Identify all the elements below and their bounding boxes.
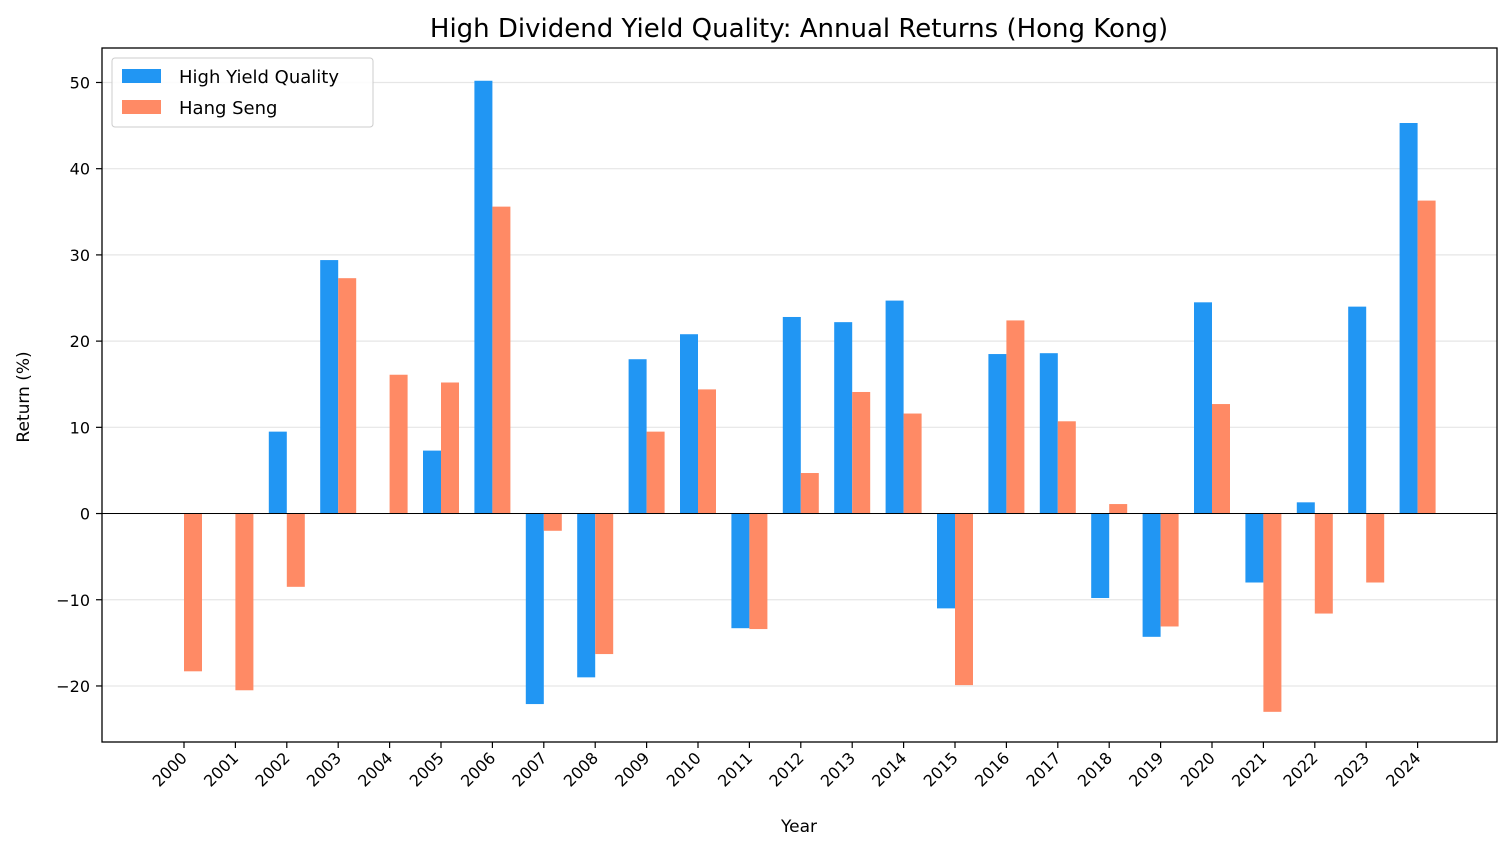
x-tick-label: 2004 bbox=[354, 748, 396, 790]
bar bbox=[389, 374, 408, 514]
bar bbox=[1314, 513, 1333, 614]
x-tick-label: 2016 bbox=[971, 748, 1013, 790]
bar bbox=[1263, 513, 1282, 712]
bar bbox=[492, 206, 511, 514]
x-axis-title: Year bbox=[780, 817, 817, 837]
bars bbox=[184, 80, 1436, 712]
y-tick-label: 20 bbox=[70, 332, 90, 351]
x-tick-label: 2023 bbox=[1331, 748, 1373, 790]
legend-swatch-hang-seng bbox=[122, 100, 161, 114]
bar bbox=[268, 431, 287, 514]
bar bbox=[1194, 302, 1212, 514]
x-tick-label: 2020 bbox=[1177, 748, 1219, 790]
bar bbox=[731, 513, 750, 629]
y-tick-label: 30 bbox=[70, 246, 90, 265]
bar bbox=[903, 413, 922, 514]
bar bbox=[698, 389, 716, 514]
x-tick-label: 2000 bbox=[149, 748, 191, 790]
x-tick-label: 2006 bbox=[457, 748, 499, 790]
bar bbox=[474, 80, 493, 514]
bar bbox=[1039, 353, 1058, 514]
bar bbox=[1348, 306, 1367, 514]
x-tick-label: 2008 bbox=[560, 748, 602, 790]
y-axis: −20 −10 0 10 20 30 40 50 bbox=[56, 73, 102, 696]
bar bbox=[577, 513, 596, 678]
bar bbox=[1212, 404, 1230, 514]
x-tick-label: 2019 bbox=[1125, 748, 1167, 790]
bar bbox=[782, 316, 801, 514]
x-tick-label: 2013 bbox=[817, 748, 859, 790]
legend-swatch-high-yield-quality bbox=[122, 69, 161, 83]
bar bbox=[1091, 513, 1110, 599]
bar bbox=[955, 513, 973, 686]
bar bbox=[441, 382, 459, 514]
x-tick-label: 2007 bbox=[508, 748, 550, 790]
x-tick-label: 2014 bbox=[868, 748, 910, 790]
y-tick-label: 0 bbox=[80, 505, 90, 524]
y-axis-title: Return (%) bbox=[14, 351, 34, 442]
x-tick-label: 2011 bbox=[714, 748, 756, 790]
bar bbox=[1366, 513, 1385, 583]
bar bbox=[1160, 513, 1179, 627]
bar bbox=[680, 334, 698, 514]
bar bbox=[320, 260, 339, 514]
bar bbox=[937, 513, 955, 609]
bar bbox=[184, 513, 202, 672]
bar bbox=[646, 431, 665, 514]
bar bbox=[1006, 320, 1025, 514]
bar bbox=[1057, 421, 1076, 514]
x-tick-label: 2018 bbox=[1074, 748, 1116, 790]
bar bbox=[1399, 123, 1418, 514]
y-tick-label: −10 bbox=[56, 591, 90, 610]
bar bbox=[834, 322, 853, 514]
legend: High Yield Quality Hang Seng bbox=[111, 57, 374, 128]
bar bbox=[338, 278, 357, 514]
x-axis: 2000 2001 2002 2003 2004 2005 2006 2007 2008 2009… bbox=[149, 742, 1424, 791]
x-tick-label: 2001 bbox=[200, 748, 242, 790]
bar bbox=[543, 513, 562, 531]
bar bbox=[1109, 504, 1128, 514]
bar bbox=[1296, 502, 1315, 514]
legend-label-high-yield-quality: High Yield Quality bbox=[179, 67, 339, 88]
bar bbox=[525, 513, 544, 705]
chart-title: High Dividend Yield Quality: Annual Retu… bbox=[430, 14, 1168, 44]
bar bbox=[595, 513, 614, 655]
bar bbox=[1142, 513, 1161, 637]
y-tick-label: 40 bbox=[70, 160, 90, 179]
x-tick-label: 2024 bbox=[1382, 748, 1424, 790]
x-tick-label: 2002 bbox=[251, 748, 293, 790]
x-tick-label: 2015 bbox=[920, 748, 962, 790]
bar bbox=[1245, 513, 1264, 583]
bar bbox=[988, 354, 1007, 514]
x-tick-label: 2022 bbox=[1279, 748, 1321, 790]
bar bbox=[628, 359, 647, 514]
x-tick-label: 2012 bbox=[765, 748, 807, 790]
x-tick-label: 2017 bbox=[1022, 748, 1064, 790]
bar bbox=[235, 513, 254, 691]
bar bbox=[749, 513, 768, 630]
x-tick-label: 2021 bbox=[1228, 748, 1270, 790]
x-tick-label: 2005 bbox=[406, 748, 448, 790]
bar bbox=[885, 300, 904, 514]
bar bbox=[852, 391, 871, 514]
bar bbox=[286, 513, 305, 587]
bar bbox=[423, 450, 441, 514]
x-tick-label: 2009 bbox=[611, 748, 653, 790]
x-tick-label: 2003 bbox=[303, 748, 345, 790]
bar bbox=[1417, 200, 1436, 514]
bar bbox=[800, 473, 819, 514]
y-tick-label: −20 bbox=[56, 677, 90, 696]
y-tick-label: 10 bbox=[70, 418, 90, 437]
y-tick-label: 50 bbox=[70, 73, 90, 92]
legend-box bbox=[111, 57, 374, 128]
plot-area bbox=[101, 47, 1498, 743]
legend-label-hang-seng: Hang Seng bbox=[179, 98, 277, 119]
x-tick-label: 2010 bbox=[663, 748, 705, 790]
